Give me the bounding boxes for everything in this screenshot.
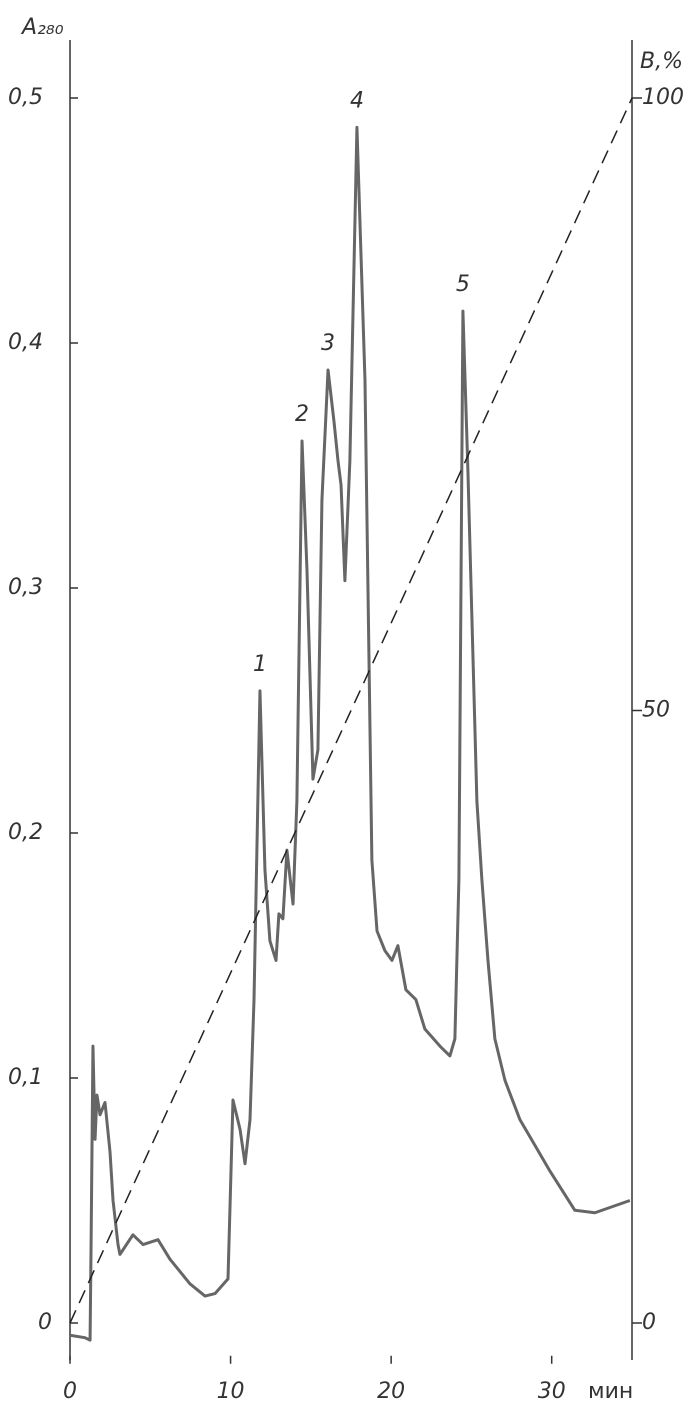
y-axis-label: A₂₈₀ xyxy=(20,15,64,40)
x-tick-label: 10 xyxy=(217,1379,245,1404)
y-tick-label: 0,3 xyxy=(8,575,43,600)
y-tick-label: 0 xyxy=(38,1310,52,1335)
y-tick-label: 0,5 xyxy=(8,85,43,110)
peak-label: 3 xyxy=(321,331,335,356)
y2-axis-label: B,% xyxy=(640,49,683,74)
y-tick-label: 0,1 xyxy=(8,1065,43,1090)
x-tick-label: 20 xyxy=(377,1379,405,1404)
y2-tick-label: 50 xyxy=(642,698,670,723)
peak-label: 2 xyxy=(295,402,309,427)
peak-label: 4 xyxy=(350,88,364,113)
y-tick-label: 0,4 xyxy=(8,330,43,355)
peak-label: 5 xyxy=(456,272,470,297)
y-tick-label: 0,2 xyxy=(8,820,43,845)
gradient-line xyxy=(69,97,633,1324)
x-axis-label: мин xyxy=(588,1379,633,1404)
y2-tick-label: 0 xyxy=(642,1310,656,1335)
x-tick-label: 0 xyxy=(63,1379,77,1404)
absorbance-line xyxy=(69,125,631,1342)
peak-label: 1 xyxy=(253,652,267,677)
y2-tick-label: 100 xyxy=(642,85,684,110)
x-tick-label: 30 xyxy=(538,1379,566,1404)
